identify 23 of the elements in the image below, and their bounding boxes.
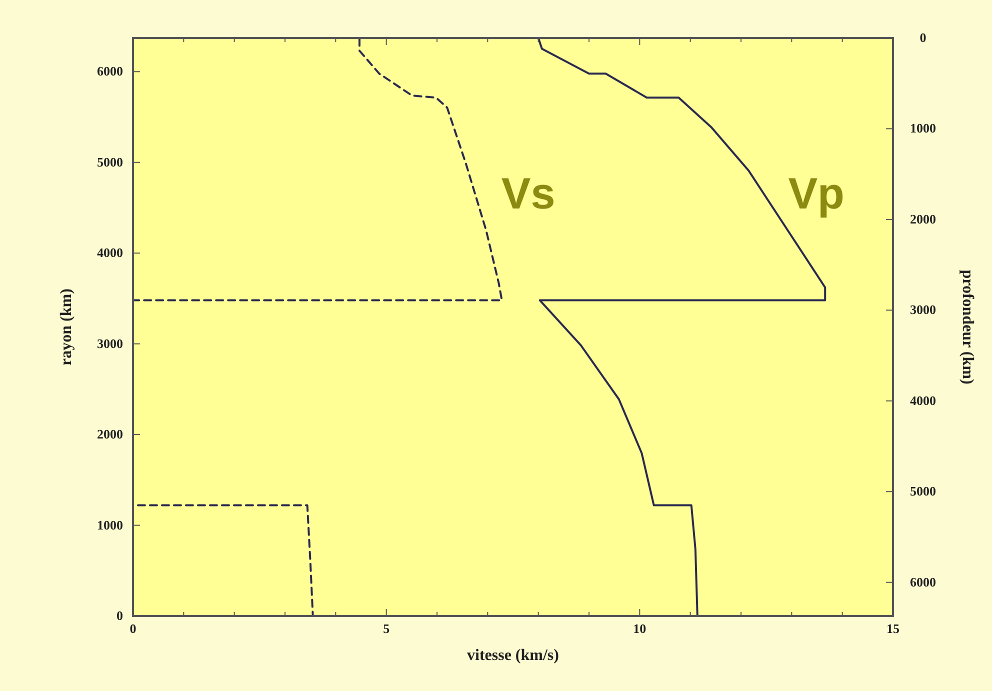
y2-tick-label: 3000 xyxy=(910,302,936,318)
y-tick-label: 2000 xyxy=(97,426,123,442)
y-tick-label: 6000 xyxy=(97,64,123,79)
y2-tick-label: 6000 xyxy=(910,574,936,590)
y-tick-label: 3000 xyxy=(97,336,123,351)
x-tick-label: 15 xyxy=(886,621,900,636)
x-tick-label: 5 xyxy=(383,621,390,636)
y2-tick-label: 0 xyxy=(920,30,926,45)
y-tick-label: 5000 xyxy=(97,154,123,170)
y2-tick-label: 5000 xyxy=(910,484,936,499)
y-tick-label: 4000 xyxy=(97,245,123,260)
y-tick-label: 0 xyxy=(116,608,123,623)
series-label: Vs xyxy=(501,169,556,218)
y-axis-title: rayon (km) xyxy=(58,288,75,366)
y2-tick-label: 4000 xyxy=(910,392,936,408)
series-label: Vp xyxy=(788,169,844,218)
x-tick-label: 0 xyxy=(130,621,136,636)
y2-axis-title: profondeur (km) xyxy=(959,270,976,384)
y2-tick-label: 2000 xyxy=(910,211,936,226)
y2-tick-label: 1000 xyxy=(910,120,936,136)
x-axis-title: vitesse (km/s) xyxy=(467,647,559,664)
x-tick-label: 10 xyxy=(633,621,646,636)
y-tick-label: 1000 xyxy=(97,517,123,532)
